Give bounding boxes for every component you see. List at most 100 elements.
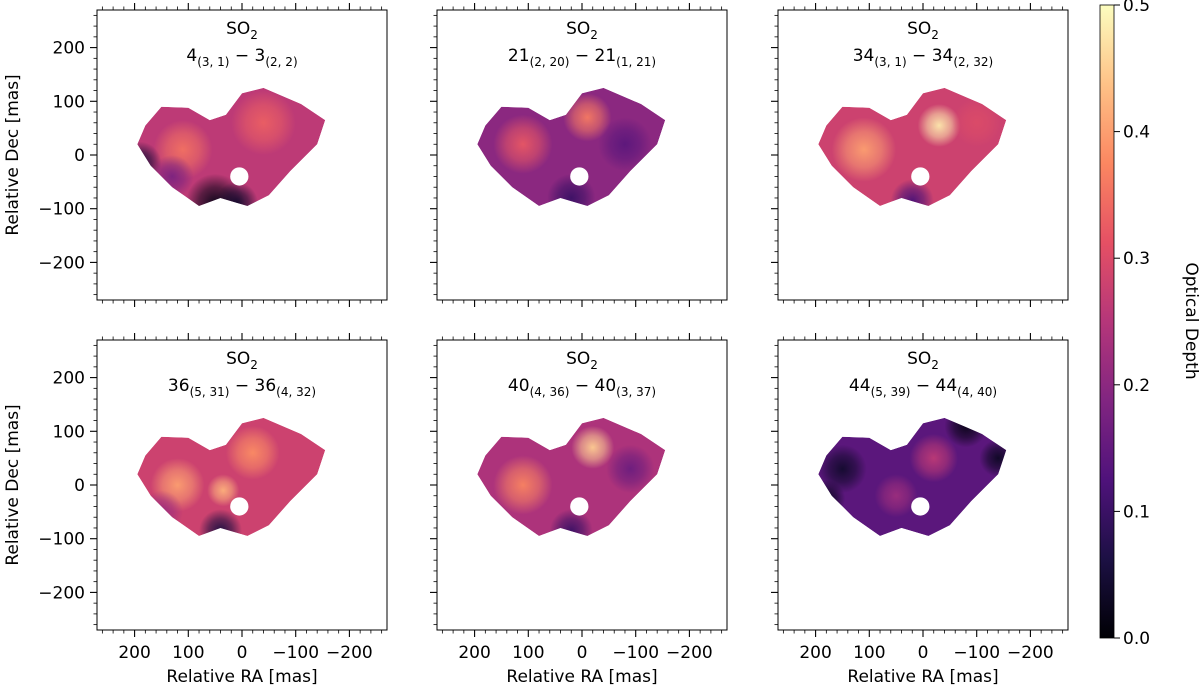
- x-tick-label: −200: [326, 643, 373, 663]
- transition-upper-level: 44: [849, 376, 871, 396]
- ticks: [771, 3, 1064, 307]
- transition-lower-level: 40: [595, 376, 617, 396]
- x-tick-label: 200: [458, 643, 490, 663]
- transition-lower-quantum: (1, 21): [616, 55, 656, 69]
- transition-upper-level: 34: [853, 46, 875, 66]
- optical-depth-map: [477, 417, 666, 536]
- y-tick-label: −100: [38, 200, 85, 220]
- optical-depth-blob: [225, 425, 280, 480]
- panel-title-molecule: SO2: [907, 349, 939, 372]
- panel-title-transition: 4(3, 1) − 3(2, 2): [186, 46, 297, 69]
- colorbar-tick-label: 0.1: [1123, 502, 1150, 522]
- panel-4: 200 100 0 −100 −200 Relative Dec [mas] 200 100 0…: [3, 333, 388, 687]
- ticks: [771, 333, 1064, 637]
- optical-depth-blob: [952, 98, 1001, 147]
- molecule-subscript: 2: [250, 28, 258, 42]
- y-tick-label: 0: [74, 476, 85, 496]
- y-tick-label: 200: [53, 39, 85, 59]
- y-tick-label: −200: [38, 583, 85, 603]
- optical-depth-blob: [547, 173, 596, 206]
- x-axis-label: Relative RA [mas]: [506, 667, 657, 687]
- transition-upper-quantum: (5, 31): [190, 385, 230, 399]
- transition-upper-quantum: (2, 20): [530, 55, 570, 69]
- x-tick-label: 100: [172, 643, 204, 663]
- x-tick-label: 100: [512, 643, 544, 663]
- panel-title-transition: 40(4, 36) − 40(3, 37): [508, 376, 656, 399]
- x-tick-label: −100: [272, 643, 319, 663]
- optical-depth-blob: [549, 509, 593, 536]
- masked-center: [230, 497, 249, 516]
- transition-upper-quantum: (4, 36): [530, 385, 570, 399]
- y-tick-label: −100: [38, 530, 85, 550]
- panel-1: 200 100 0 −100 −200 Relative Dec [mas] SO2 4(3,…: [3, 3, 388, 307]
- optical-depth-blob: [917, 103, 961, 147]
- panel-title-molecule: SO2: [907, 19, 939, 42]
- ticks: [430, 3, 723, 307]
- transition-lower-level: 3: [255, 46, 266, 66]
- x-tick-label: −100: [612, 643, 659, 663]
- colorbar-tick-label: 0.3: [1123, 249, 1150, 269]
- optical-depth-blob: [874, 474, 918, 518]
- transition-upper-quantum: (3, 1): [874, 55, 906, 69]
- ticks: [90, 333, 383, 637]
- molecule-subscript: 2: [250, 358, 258, 372]
- x-tick-label: −200: [666, 643, 713, 663]
- y-tick-label: 200: [53, 369, 85, 389]
- transition-lower-quantum: (4, 40): [957, 385, 997, 399]
- transition-lower-level: 21: [595, 46, 617, 66]
- transition-separator: −: [229, 376, 254, 396]
- ticks: [430, 333, 723, 637]
- masked-center: [570, 497, 589, 516]
- colorbar-tick-label: 0.4: [1123, 123, 1150, 143]
- x-tick-label: −100: [953, 643, 1000, 663]
- optical-depth-blob: [231, 90, 296, 155]
- x-tick-label: −200: [1007, 643, 1054, 663]
- panel-title-molecule: SO2: [566, 19, 598, 42]
- y-tick-label: 0: [74, 146, 85, 166]
- panel-title-transition: 36(5, 31) − 36(4, 32): [168, 376, 316, 399]
- ticks: [90, 3, 383, 307]
- panel-title-transition: 44(5, 39) − 44(4, 40): [849, 376, 997, 399]
- panel-3: SO2 34(3, 1) − 34(2, 32): [771, 3, 1069, 307]
- transition-lower-level: 44: [936, 376, 958, 396]
- x-tick-label: 0: [918, 643, 929, 663]
- y-axis-label: Relative Dec [mas]: [3, 404, 23, 565]
- optical-depth-blob: [606, 444, 655, 494]
- optical-depth-blob: [571, 425, 615, 469]
- x-axis-label: Relative RA [mas]: [847, 667, 998, 687]
- transition-lower-level: 34: [932, 46, 954, 66]
- transition-separator: −: [910, 376, 935, 396]
- transition-upper-level: 36: [168, 376, 190, 396]
- optical-depth-blob: [831, 117, 897, 182]
- transition-upper-level: 40: [508, 376, 530, 396]
- transition-lower-quantum: (4, 32): [276, 385, 316, 399]
- colorbar-tick-label: 0.0: [1123, 629, 1150, 649]
- masked-center: [570, 167, 589, 186]
- molecule-name: SO: [907, 349, 931, 369]
- transition-separator: −: [569, 376, 594, 396]
- molecule-name: SO: [226, 19, 250, 39]
- panel-title-transition: 34(3, 1) − 34(2, 32): [853, 46, 994, 69]
- panel-2: SO2 21(2, 20) − 21(1, 21): [430, 3, 728, 307]
- colorbar-label: Optical Depth: [1181, 262, 1200, 379]
- optical-depth-blob: [890, 179, 934, 206]
- transition-upper-level: 4: [186, 46, 197, 66]
- masked-center: [230, 167, 249, 186]
- x-tick-label: 200: [799, 643, 831, 663]
- colorbar-gradient: [1099, 4, 1115, 639]
- x-axis-label: Relative RA [mas]: [166, 667, 317, 687]
- transition-upper-level: 21: [508, 46, 530, 66]
- x-tick-label: 0: [577, 643, 588, 663]
- transition-upper-quantum: (5, 39): [871, 385, 911, 399]
- colorbar-tick-label: 0.2: [1123, 376, 1150, 396]
- transition-lower-quantum: (2, 32): [953, 55, 993, 69]
- panel-title-transition: 21(2, 20) − 21(1, 21): [508, 46, 656, 69]
- optical-depth-blob: [909, 433, 958, 483]
- transition-lower-level: 36: [255, 376, 277, 396]
- optical-depth-blob: [979, 439, 1007, 477]
- y-tick-label: −200: [38, 253, 85, 273]
